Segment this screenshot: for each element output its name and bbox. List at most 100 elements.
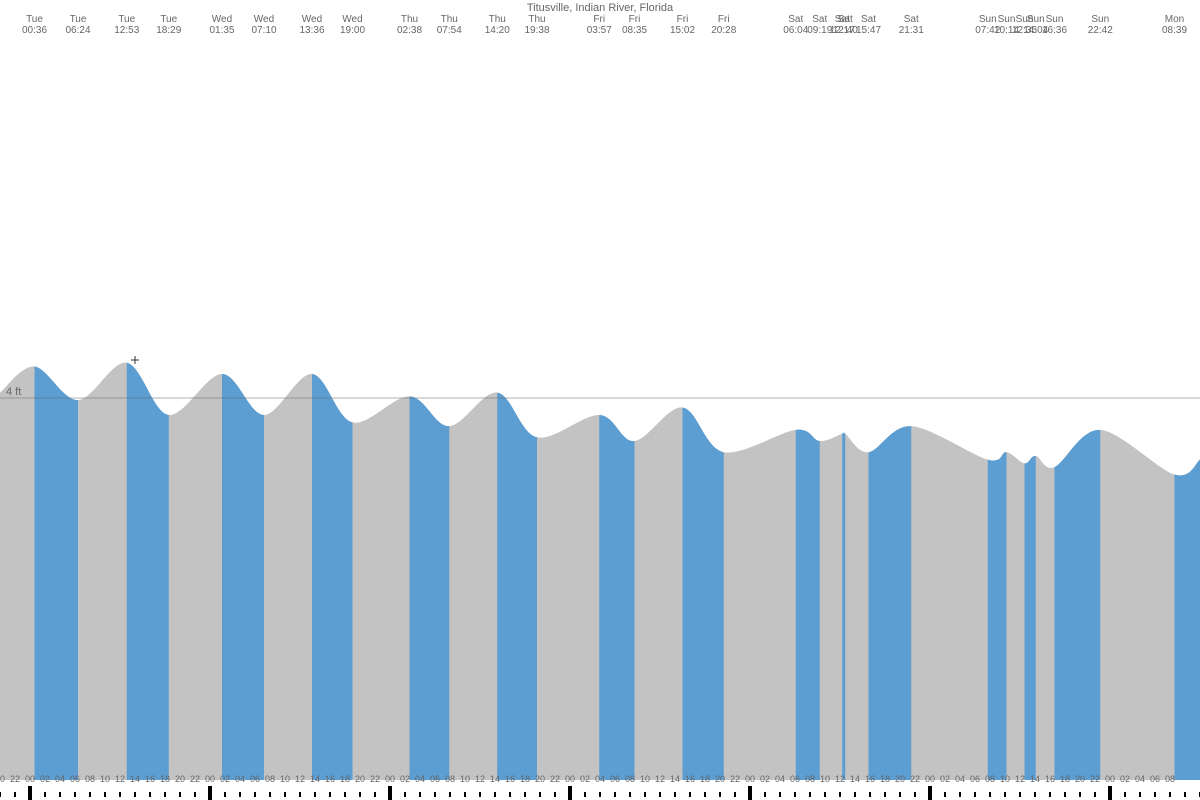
hour-label: 20 [0,774,5,784]
rising-tide-segment [599,35,634,780]
hour-label: 06 [250,774,260,784]
extreme-day-label: Sun [1046,14,1064,25]
chart-title: Titusville, Indian River, Florida [527,2,674,14]
hour-label: 18 [520,774,530,784]
extreme-day-label: Tue [160,14,177,25]
hour-label: 08 [985,774,995,784]
extreme-time-label: 19:00 [340,25,365,36]
hour-label: 06 [790,774,800,784]
hour-label: 12 [475,774,485,784]
extreme-day-label: Fri [677,14,689,25]
rising-tide-segment [35,35,79,780]
hour-label: 00 [25,774,35,784]
extreme-time-label: 16:36 [1042,25,1067,36]
hour-label: 04 [55,774,65,784]
extreme-day-label: Fri [593,14,605,25]
hour-label: 04 [235,774,245,784]
hour-label: 22 [10,774,20,784]
hour-label: 20 [1075,774,1085,784]
extreme-time-label: 20:28 [711,25,736,36]
hour-label: 04 [415,774,425,784]
hour-label: 18 [880,774,890,784]
extreme-day-label: Tue [118,14,135,25]
hour-label: 04 [1135,774,1145,784]
extreme-time-label: 14:20 [485,25,510,36]
rising-tide-segment [796,35,820,780]
extreme-day-label: Mon [1165,14,1184,25]
hour-label: 06 [970,774,980,784]
rising-tide-segment [869,35,912,780]
extreme-time-label: 13:36 [299,25,324,36]
hour-label: 04 [955,774,965,784]
hour-label: 12 [295,774,305,784]
extreme-day-label: Sat [904,14,919,25]
extreme-time-label: 08:35 [622,25,647,36]
hour-label: 20 [355,774,365,784]
extreme-time-label: 03:57 [587,25,612,36]
rising-tide-segment [683,35,724,780]
hour-label: 14 [850,774,860,784]
hour-label: 12 [835,774,845,784]
extreme-day-label: Wed [254,14,274,25]
hour-label: 14 [1030,774,1040,784]
hour-label: 10 [100,774,110,784]
hour-label: 22 [190,774,200,784]
hour-label: 20 [895,774,905,784]
hour-label: 22 [370,774,380,784]
rising-tide-segment [127,35,169,780]
hour-label: 08 [1165,774,1175,784]
tide-chart: 4 ftTitusville, Indian River, FloridaTue… [0,0,1200,800]
hour-label: 18 [1060,774,1070,784]
hour-label: 16 [505,774,515,784]
hour-label: 14 [130,774,140,784]
hour-label: 02 [40,774,50,784]
extreme-time-label: 00:36 [22,25,47,36]
hour-label: 14 [310,774,320,784]
hour-label: 00 [205,774,215,784]
extreme-time-label: 12:40 [833,25,858,36]
extreme-time-label: 06:24 [65,25,90,36]
extreme-time-label: 01:35 [209,25,234,36]
rising-tide-segment [410,35,450,780]
extreme-day-label: Sat [861,14,876,25]
hour-label: 14 [490,774,500,784]
hour-label: 06 [430,774,440,784]
extreme-time-label: 18:29 [156,25,181,36]
hour-label: 20 [535,774,545,784]
extreme-day-label: Fri [718,14,730,25]
hour-label: 22 [550,774,560,784]
extreme-day-label: Sun [998,14,1016,25]
hour-label: 10 [460,774,470,784]
tide-chart-svg: 4 ftTitusville, Indian River, FloridaTue… [0,0,1200,800]
extreme-day-label: Tue [26,14,43,25]
extreme-day-label: Fri [629,14,641,25]
hour-label: 18 [160,774,170,784]
hour-label: 12 [115,774,125,784]
extreme-day-label: Sat [838,14,853,25]
hour-label: 06 [610,774,620,784]
rising-tide-segment [988,35,1007,780]
hour-label: 00 [745,774,755,784]
hour-label: 08 [85,774,95,784]
extreme-day-label: Wed [342,14,362,25]
hour-label: 00 [565,774,575,784]
hour-label: 18 [700,774,710,784]
extreme-day-label: Sun [979,14,997,25]
hour-label: 10 [640,774,650,784]
hour-label: 04 [775,774,785,784]
rising-tide-segment [1055,35,1101,780]
rising-tide-segment [1025,35,1036,780]
hour-label: 22 [910,774,920,784]
extreme-time-label: 06:04 [783,25,808,36]
hour-label: 02 [940,774,950,784]
extreme-time-label: 07:10 [251,25,276,36]
hour-label: 02 [580,774,590,784]
extreme-time-label: 07:54 [437,25,462,36]
hour-label: 12 [1015,774,1025,784]
extreme-time-label: 19:38 [524,25,549,36]
extreme-day-label: Thu [528,14,545,25]
extreme-time-label: 02:38 [397,25,422,36]
hour-label: 16 [145,774,155,784]
rising-tide-segment [842,35,845,780]
extreme-time-label: 12:53 [114,25,139,36]
